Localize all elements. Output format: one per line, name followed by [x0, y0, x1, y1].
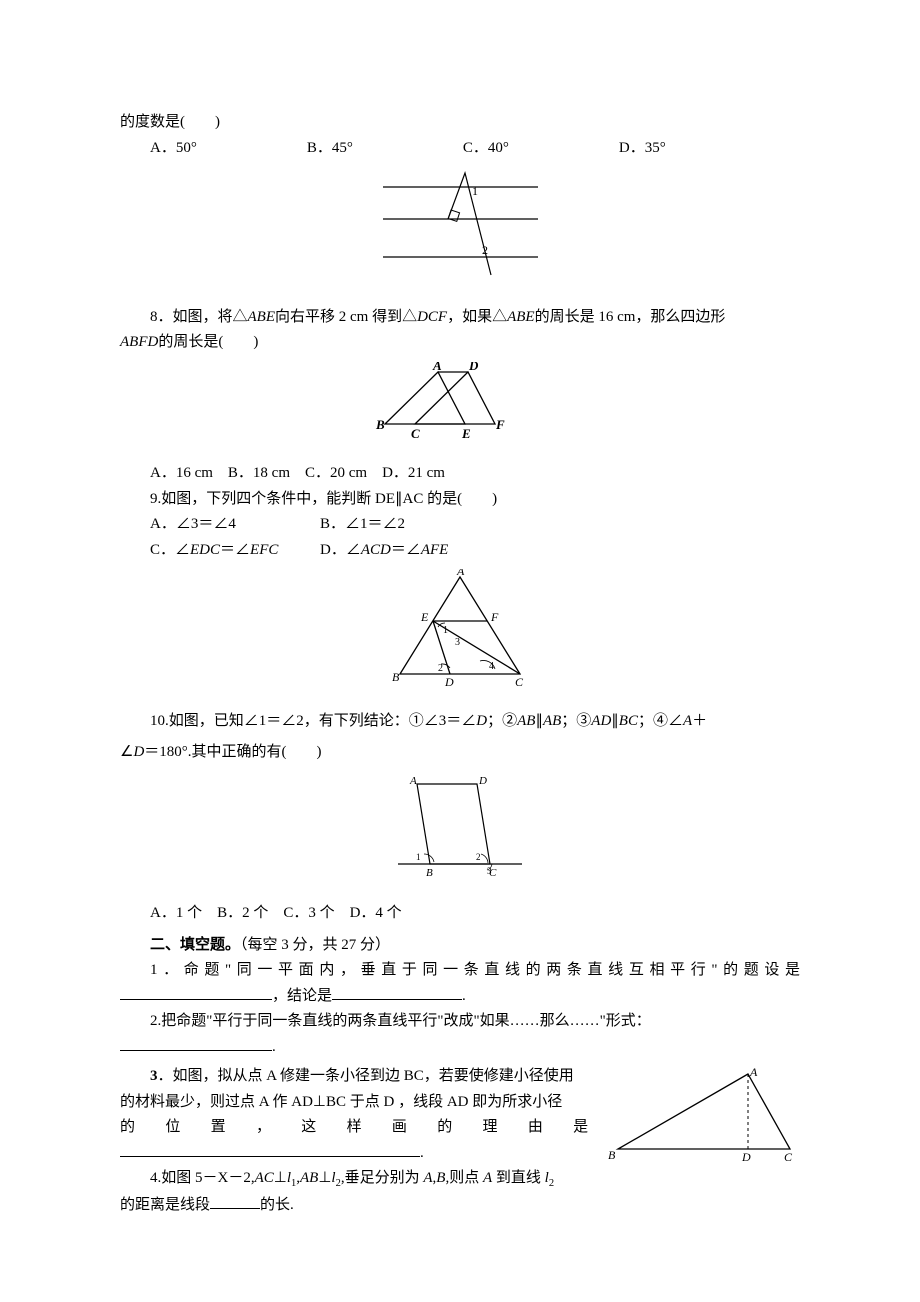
q8-opts: A．16 cm B．18 cm C．20 cm D．21 cm — [120, 461, 800, 487]
q8-stem2: ABFD的周长是( ) — [120, 330, 800, 356]
svg-text:A: A — [409, 775, 417, 787]
svg-text:C: C — [784, 1150, 793, 1164]
svg-text:D: D — [444, 675, 454, 689]
q8-s1c: 向右平移 2 cm 得到△ — [275, 309, 417, 325]
fill-title-rest: （每空 3 分，共 27 分） — [240, 937, 390, 953]
svg-text:B: B — [392, 670, 400, 684]
svg-text:B: B — [608, 1148, 616, 1162]
blank-1 — [120, 985, 272, 1000]
q7-options: A．50° B．45° C．40° D．35° — [120, 136, 800, 162]
svg-text:C: C — [515, 675, 524, 689]
q7-stem: 的度数是( ) — [120, 110, 800, 136]
fill-q3-figure: A B D C — [600, 1064, 800, 1174]
svg-text:A: A — [432, 362, 442, 373]
svg-text:A: A — [749, 1065, 758, 1079]
blank-4 — [120, 1142, 420, 1157]
fill-title: 二、填空题。（每空 3 分，共 27 分） — [120, 933, 800, 959]
q9-opts-row2: C．∠EDC＝∠EFC D．∠ACD＝∠AFE — [120, 538, 800, 564]
q8-s1e: ，如果△ — [447, 309, 507, 325]
svg-text:E: E — [420, 610, 429, 624]
q8-s1d: DCF — [417, 309, 447, 325]
svg-text:F: F — [490, 610, 499, 624]
q9-optB: B．∠1＝∠2 — [320, 512, 405, 538]
q10-figure: A D B C 1 2 3 — [120, 772, 800, 892]
q10-opts: A．1 个 B．2 个 C．3 个 D．4 个 — [120, 901, 800, 927]
q8-s1g: 的周长是 16 cm，那么四边形 — [535, 309, 726, 325]
blank-3 — [120, 1036, 272, 1051]
svg-text:1: 1 — [443, 625, 448, 636]
fill-q2: 2.把命题"平行于同一条直线的两条直线平行"改成"如果……那么……"形式： — [120, 1009, 800, 1035]
fill-q3-l1: 3．如图，拟从点 A 修建一条小径到边 BC，若要使修建小径使用 — [120, 1064, 588, 1090]
svg-text:1: 1 — [472, 184, 478, 198]
q8-s1b: ABE — [248, 309, 276, 325]
fill-q3-q4-block: 3．如图，拟从点 A 修建一条小径到边 BC，若要使修建小径使用 的材料最少，则… — [120, 1064, 800, 1193]
svg-text:2: 2 — [438, 663, 443, 674]
svg-text:D: D — [741, 1150, 751, 1164]
q9-optC: C．∠EDC＝∠EFC — [150, 538, 320, 564]
q9-stem: 9.如图，下列四个条件中，能判断 DE∥AC 的是( ) — [120, 487, 800, 513]
svg-text:2: 2 — [482, 243, 488, 257]
svg-text:A: A — [456, 569, 465, 578]
svg-text:1: 1 — [416, 852, 421, 862]
q9-figure: A E F B D C 1 3 2 4 — [120, 569, 800, 699]
q7-optA: A．50° — [150, 136, 197, 162]
svg-text:B: B — [375, 417, 385, 432]
svg-text:D: D — [478, 775, 487, 787]
svg-text:E: E — [461, 426, 471, 441]
q9-opts-row1: A．∠3＝∠4 B．∠1＝∠2 — [120, 512, 800, 538]
q10-stem2: ∠D＝180°.其中正确的有( ) — [120, 740, 800, 766]
fill-q3-l3: 的 位 置 ， 这 样 画 的 理 由 是 — [120, 1115, 588, 1141]
q9-optD: D．∠ACD＝∠AFE — [320, 538, 448, 564]
q7-optC: C．40° — [463, 136, 509, 162]
fill-q1: 1．命题"同一平面内，垂直于同一条直线的两条直线互相平行"的题设是 — [120, 958, 800, 984]
fill-q4-l1: 4.如图 5－X－2,AC⊥l1,AB⊥l2,垂足分别为 A,B,则点 A 到直… — [120, 1166, 588, 1193]
fill-q3-text: 3．如图，拟从点 A 修建一条小径到边 BC，若要使修建小径使用 的材料最少，则… — [120, 1064, 588, 1193]
fill-q1b: ，结论是. — [120, 984, 800, 1010]
q8-s2a: ABFD — [120, 334, 158, 350]
q8-s2b: 的周长是( ) — [158, 334, 258, 350]
q8-s1f: ABE — [507, 309, 535, 325]
svg-text:3: 3 — [455, 637, 460, 648]
fill-q4-l2: 的距离是线段的长. — [120, 1193, 800, 1219]
blank-5 — [210, 1194, 260, 1209]
fill-q3-l4: . — [120, 1141, 588, 1167]
svg-text:2: 2 — [476, 852, 481, 862]
q7-optB: B．45° — [307, 136, 353, 162]
blank-2 — [332, 985, 462, 1000]
q7-figure: 1 2 — [120, 167, 800, 295]
svg-text:C: C — [411, 426, 420, 441]
fill-title-bold: 二、填空题。 — [150, 937, 240, 953]
svg-text:D: D — [468, 362, 479, 373]
q8-s1a: 8．如图，将△ — [150, 309, 248, 325]
fill-q2b: . — [120, 1035, 800, 1061]
fill-q3-l2: 的材料最少，则过点 A 作 AD⊥BC 于点 D ，线段 AD 即为所求小径 — [120, 1090, 588, 1116]
q10-stem1: 10.如图，已知∠1＝∠2，有下列结论：①∠3＝∠D；②AB∥AB；③AD∥BC… — [120, 709, 800, 735]
q8-figure: A D B C E F — [120, 362, 800, 452]
q8-stem1: 8．如图，将△ABE向右平移 2 cm 得到△DCF，如果△ABE的周长是 16… — [120, 305, 800, 331]
fill-q1b-text: ，结论是 — [272, 988, 332, 1004]
q9-optA: A．∠3＝∠4 — [150, 512, 320, 538]
svg-text:F: F — [495, 417, 505, 432]
svg-text:B: B — [426, 867, 433, 879]
q7-optD: D．35° — [619, 136, 666, 162]
